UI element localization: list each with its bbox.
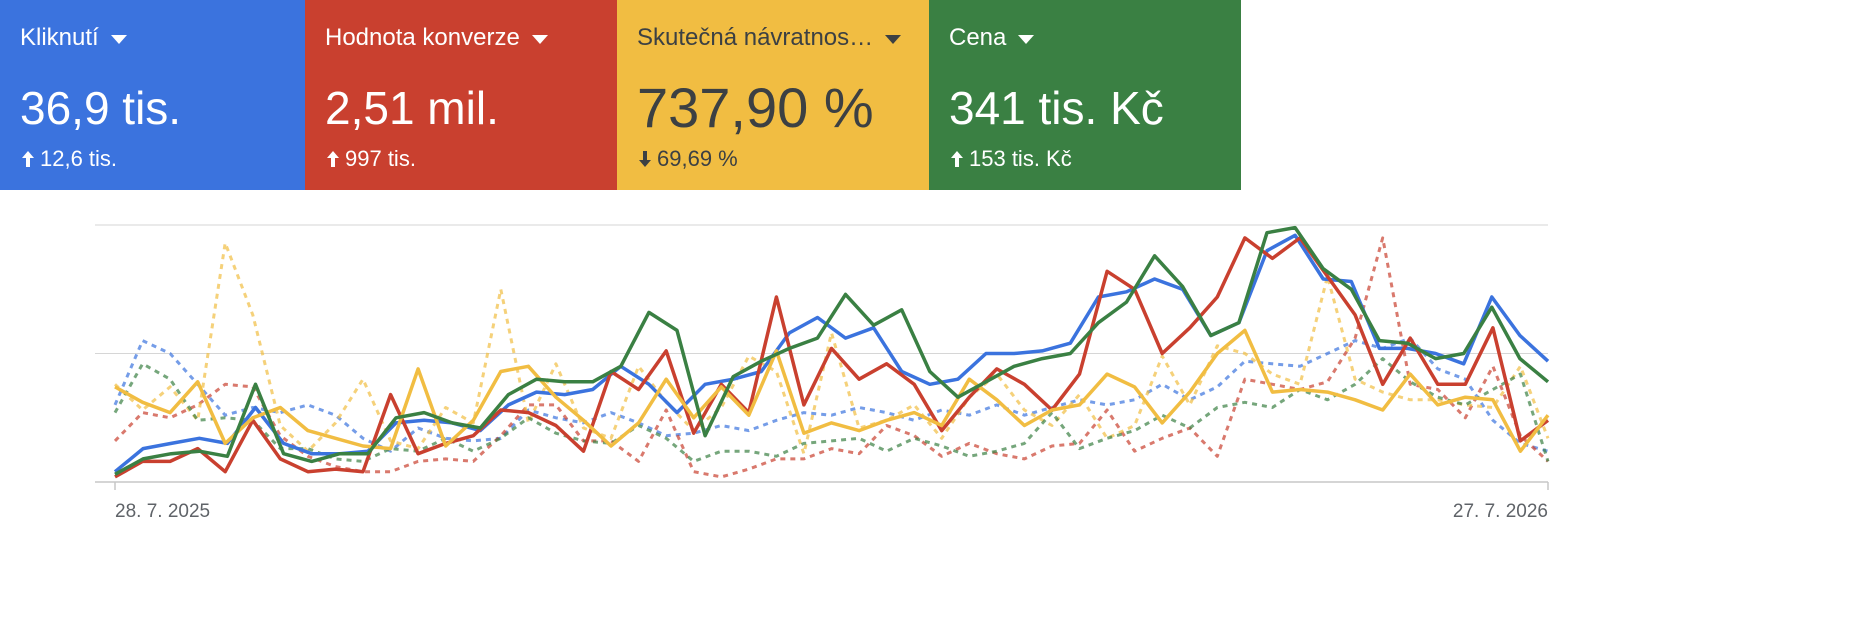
caret-down-icon[interactable] [885, 34, 902, 44]
x-axis-end-label: 27. 7. 2026 [1453, 501, 1548, 522]
metric-change: 153 tis. Kč [949, 146, 1221, 172]
series-line-5 [113, 336, 1549, 453]
metric-change-value: 12,6 tis. [40, 146, 118, 171]
arrow-up-icon [22, 151, 34, 167]
metric-change-value: 997 tis. [345, 146, 416, 171]
series-line-8 [113, 357, 1550, 463]
line-chart: 28. 7. 2025 27. 7. 2026 [95, 224, 1550, 522]
metric-cards: Kliknutí 36,9 tis. 12,6 tis. Hodnota kon… [0, 0, 1241, 190]
metric-value: 737,90 % [637, 76, 874, 139]
arrow-up-icon [951, 151, 963, 167]
metric-selector[interactable]: Skutečná návratnos… [637, 22, 909, 54]
metric-change-value: 153 tis. Kč [969, 146, 1072, 171]
metric-change: 12,6 tis. [20, 146, 285, 172]
metric-value: 2,51 mil. [325, 82, 499, 134]
series-line-7 [113, 241, 1550, 456]
metric-card-cost[interactable]: Cena 341 tis. Kč 153 tis. Kč [929, 0, 1241, 190]
caret-down-icon[interactable] [531, 34, 548, 44]
metric-label: Skutečná návratnos… [637, 24, 874, 51]
metric-value: 36,9 tis. [20, 82, 182, 134]
metric-card-conversion-value[interactable]: Hodnota konverze 2,51 mil. 997 tis. [305, 0, 617, 190]
caret-down-icon[interactable] [110, 34, 127, 44]
series-line-6 [113, 236, 1550, 479]
metric-selector[interactable]: Cena [949, 22, 1221, 54]
caret-down-icon[interactable] [1018, 34, 1035, 44]
x-axis-start-label: 28. 7. 2025 [115, 501, 210, 522]
metric-card-clicks[interactable]: Kliknutí 36,9 tis. 12,6 tis. [0, 0, 305, 190]
metric-change: 69,69 % [637, 146, 909, 172]
metric-card-roas[interactable]: Skutečná návratnos… 737,90 % 69,69 % [617, 0, 929, 190]
metric-selector[interactable]: Hodnota konverze [325, 22, 597, 54]
arrow-up-icon [327, 151, 339, 167]
series-line-4 [114, 225, 1550, 476]
metric-value: 341 tis. Kč [949, 82, 1164, 134]
metric-selector[interactable]: Kliknutí [20, 22, 285, 54]
metric-label: Cena [949, 24, 1007, 51]
metric-label: Kliknutí [20, 24, 99, 51]
performance-chart: 28. 7. 2025 27. 7. 2026 [0, 190, 1850, 632]
series-line-3 [114, 328, 1550, 453]
metric-change-value: 69,69 % [657, 146, 738, 171]
metric-label: Hodnota konverze [325, 24, 520, 51]
arrow-down-icon [639, 151, 651, 167]
metric-change: 997 tis. [325, 146, 597, 172]
